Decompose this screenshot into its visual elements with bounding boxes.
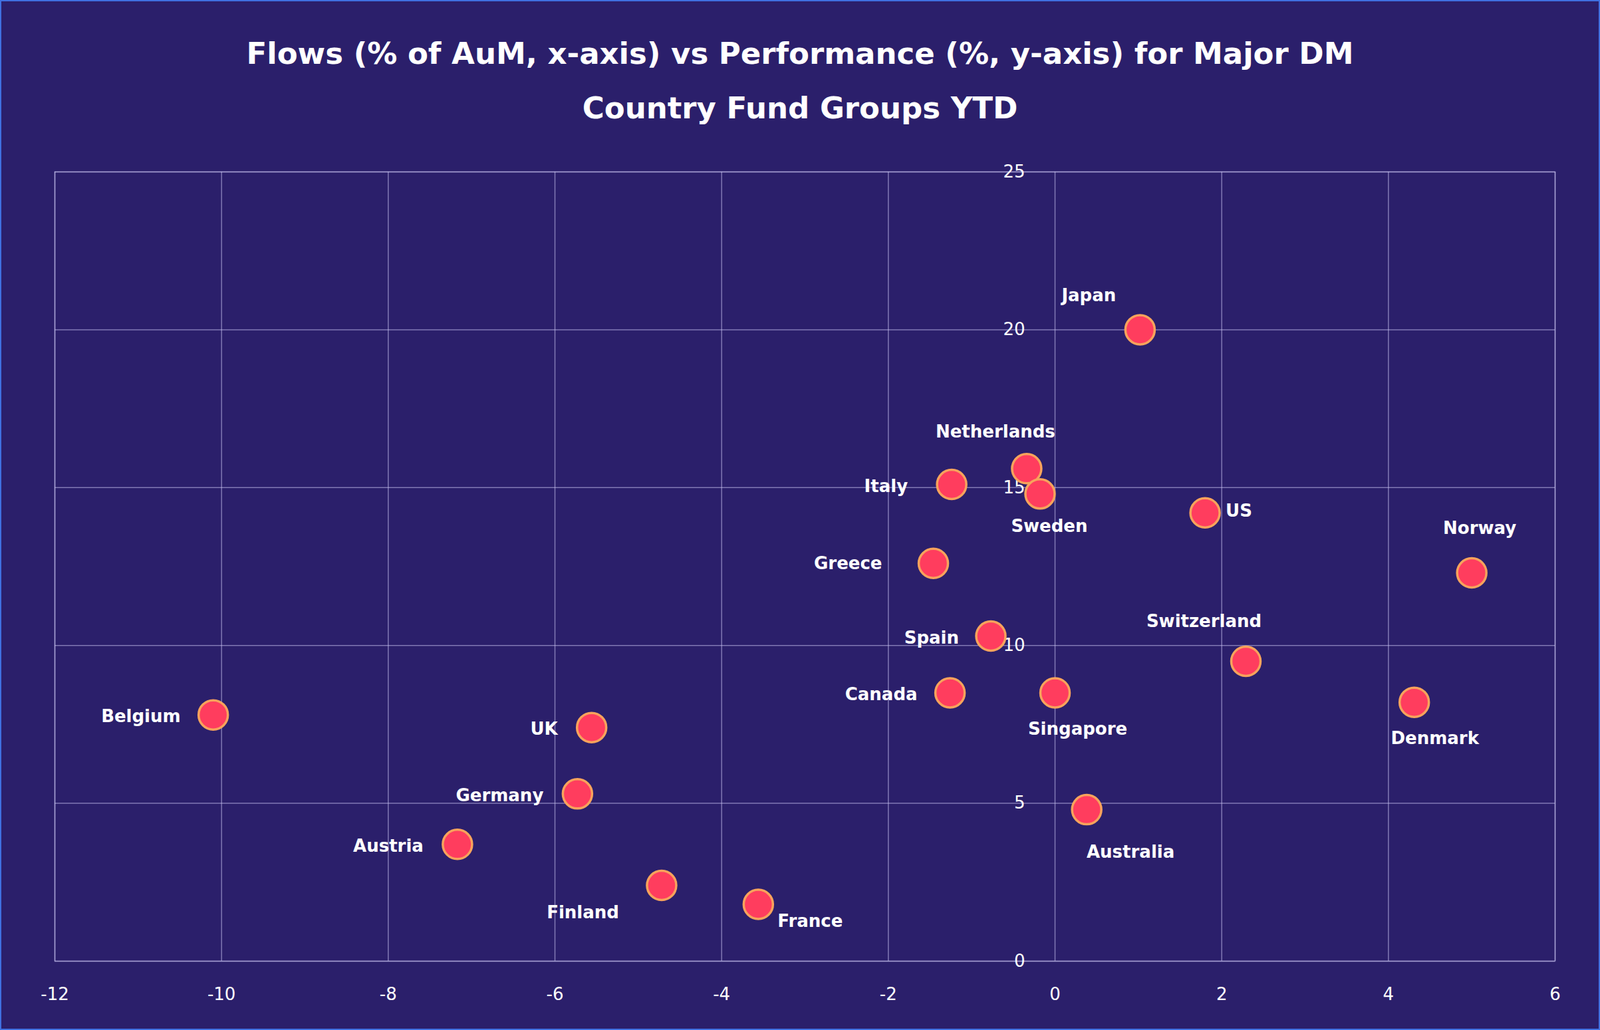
svg-text:Belgium: Belgium — [101, 706, 181, 727]
svg-text:Singapore: Singapore — [1028, 718, 1128, 739]
svg-text:Sweden: Sweden — [1010, 516, 1088, 536]
svg-text:Australia: Australia — [1086, 841, 1175, 862]
svg-text:10: 10 — [1003, 635, 1026, 656]
svg-text:Canada: Canada — [845, 684, 918, 705]
svg-text:Germany: Germany — [455, 785, 544, 806]
svg-text:Japan: Japan — [1060, 285, 1116, 306]
svg-text:-10: -10 — [207, 984, 236, 1005]
svg-text:Greece: Greece — [813, 553, 882, 574]
svg-text:0: 0 — [1049, 984, 1061, 1005]
svg-text:-2: -2 — [879, 984, 898, 1005]
svg-text:UK: UK — [530, 718, 558, 739]
svg-text:US: US — [1225, 500, 1253, 521]
svg-text:4: 4 — [1383, 984, 1395, 1005]
svg-text:15: 15 — [1003, 477, 1026, 498]
svg-text:-4: -4 — [712, 984, 731, 1005]
svg-text:-6: -6 — [546, 984, 564, 1005]
svg-text:Netherlands: Netherlands — [935, 421, 1056, 442]
svg-text:Spain: Spain — [904, 627, 959, 648]
svg-text:Finland: Finland — [546, 902, 620, 923]
html-text:Flows (% of AuM, x-axis) vs Pe: Flows (% of AuM, x-axis) vs Performance … — [246, 35, 1354, 126]
svg-text:-8: -8 — [379, 984, 398, 1005]
svg-text:Italy: Italy — [864, 476, 909, 497]
svg-text:20: 20 — [1002, 319, 1025, 340]
svg-text:Norway: Norway — [1443, 518, 1517, 538]
svg-text:6: 6 — [1549, 984, 1561, 1005]
svg-text:Austria: Austria — [353, 835, 424, 856]
svg-text:2: 2 — [1216, 984, 1228, 1005]
svg-text:Switzerland: Switzerland — [1146, 611, 1262, 632]
svg-text:Denmark: Denmark — [1390, 728, 1479, 749]
svg-text:25: 25 — [1002, 161, 1025, 182]
svg-text:5: 5 — [1014, 792, 1026, 813]
svg-text:France: France — [777, 911, 843, 932]
svg-text:-12: -12 — [40, 984, 69, 1005]
svg-text:0: 0 — [1014, 950, 1026, 971]
